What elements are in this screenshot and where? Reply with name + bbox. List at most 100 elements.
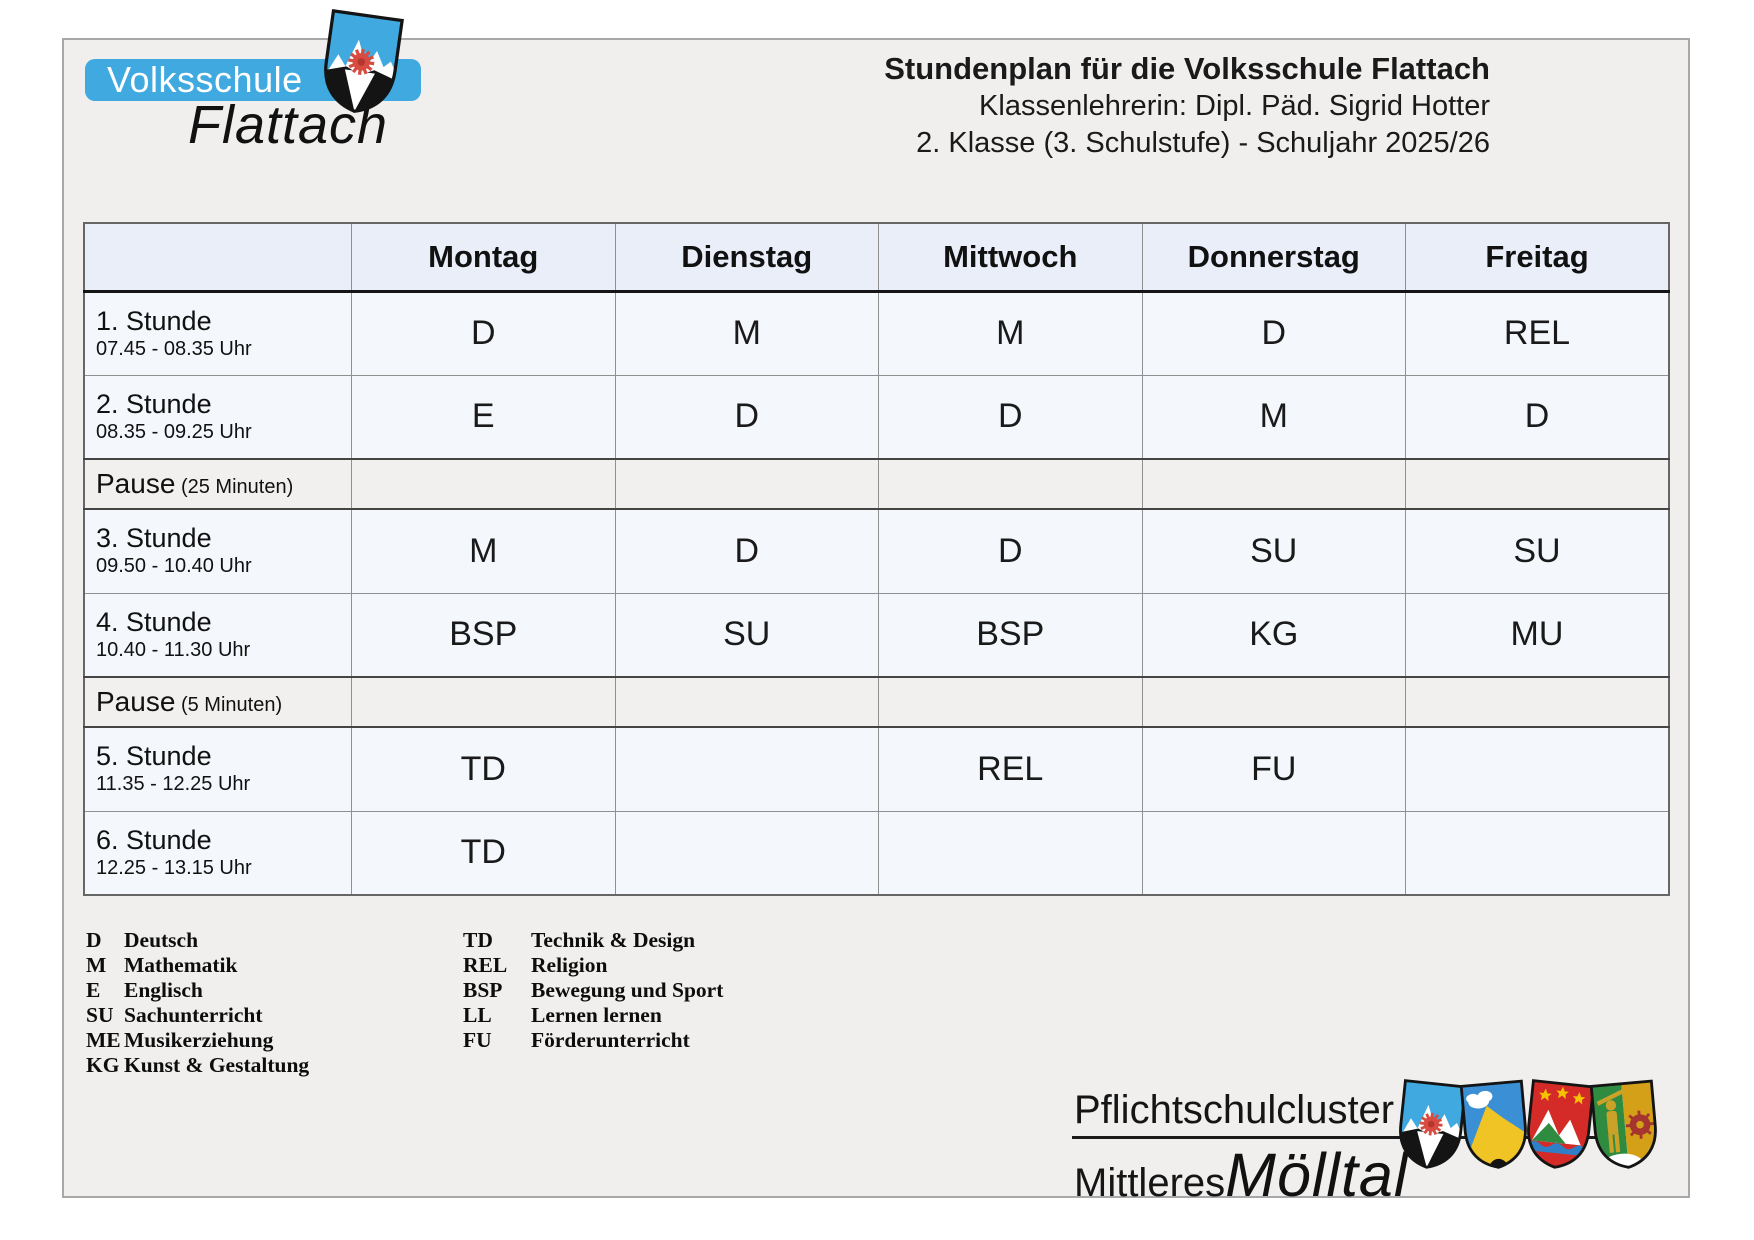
- day-header-mittwoch: Mittwoch: [878, 222, 1143, 293]
- pause-label-cell: Pause (25 Minuten): [83, 458, 352, 510]
- lesson-label-cell: 6. Stunde 12.25 - 13.15 Uhr: [83, 810, 352, 896]
- empty-cell: [614, 458, 879, 510]
- cluster-divider-line: [1072, 1136, 1644, 1139]
- subject-cell-su: SU: [614, 592, 879, 678]
- pause-row: Pause (25 Minuten): [83, 458, 1670, 510]
- flattach-crest-icon: [315, 7, 407, 121]
- subject-cell-td: TD: [351, 726, 616, 812]
- legend-abbr: D: [86, 928, 102, 952]
- lesson-label-cell: 2. Stunde 08.35 - 09.25 Uhr: [83, 374, 352, 460]
- empty-cell: [1141, 676, 1406, 728]
- class-info-line: 2. Klasse (3. Schulstufe) - Schuljahr 20…: [916, 127, 1490, 159]
- lesson-name: 2. Stunde: [96, 388, 212, 419]
- legend-abbr: BSP: [463, 978, 503, 1002]
- subject-cell-d: D: [614, 508, 879, 594]
- subject-cell-d: D: [878, 508, 1143, 594]
- subject-cell-m: M: [614, 290, 879, 376]
- cluster-name-moelltal: Mölltal: [1225, 1141, 1409, 1209]
- subject-cell-rel: REL: [878, 726, 1143, 812]
- title-block: Stundenplan für die Volksschule Flattach…: [884, 50, 1490, 162]
- pause-row: Pause (5 Minuten): [83, 676, 1670, 728]
- legend-item-m: M Mathematik: [86, 953, 309, 978]
- legend-abbr: E: [86, 978, 101, 1002]
- empty-cell: [1405, 676, 1670, 728]
- lesson-name: 1. Stunde: [96, 305, 212, 336]
- subject-cell-fu: FU: [1141, 726, 1406, 812]
- subject-cell-su: SU: [1405, 508, 1670, 594]
- teacher-line: Klassenlehrerin: Dipl. Päd. Sigrid Hotte…: [979, 90, 1490, 122]
- subject-cell-d: D: [614, 374, 879, 460]
- lesson-time: 08.35 - 09.25 Uhr: [96, 420, 252, 443]
- lesson-name: 5. Stunde: [96, 741, 212, 772]
- cluster-shield-2-icon: [1459, 1079, 1529, 1170]
- cluster-name-line1: Pflichtschulcluster: [1074, 1088, 1395, 1132]
- subject-cell-d: D: [351, 290, 616, 376]
- pause-name: Pause: [96, 468, 176, 499]
- lesson-time: 09.50 - 10.40 Uhr: [96, 555, 252, 578]
- subject-cell-rel: REL: [1405, 290, 1670, 376]
- subject-cell-d: D: [878, 374, 1143, 460]
- legend-label: Englisch: [124, 978, 203, 1002]
- lesson-row: 1. Stunde 07.45 - 08.35 Uhr D M M D REL: [83, 290, 1670, 376]
- lesson-label-cell: 1. Stunde 07.45 - 08.35 Uhr: [83, 290, 352, 376]
- legend-label: Musikerziehung: [124, 1028, 274, 1052]
- corner-cell: [83, 222, 352, 293]
- legend-abbr: REL: [463, 953, 508, 977]
- day-header-freitag: Freitag: [1405, 222, 1670, 293]
- lesson-time: 10.40 - 11.30 Uhr: [96, 638, 251, 661]
- legend-abbr: FU: [463, 1028, 492, 1052]
- day-header-montag: Montag: [351, 222, 616, 293]
- legend-abbr: M: [86, 953, 107, 977]
- legend-abbr: LL: [463, 1003, 492, 1027]
- lesson-time: 12.25 - 13.15 Uhr: [96, 856, 252, 879]
- empty-cell: [878, 458, 1143, 510]
- day-header-donnerstag: Donnerstag: [1141, 222, 1406, 293]
- cluster-shield-4-icon: [1589, 1079, 1659, 1170]
- legend-label: Technik & Design: [531, 928, 696, 952]
- legend-item-rel: REL Religion: [463, 953, 723, 978]
- subject-cell-d: D: [1141, 290, 1406, 376]
- day-header-dienstag: Dienstag: [614, 222, 879, 293]
- lesson-row: 4. Stunde 10.40 - 11.30 Uhr BSP SU BSP KG MU: [83, 592, 1670, 678]
- legend-abbr: SU: [86, 1003, 114, 1027]
- subject-cell-bsp: BSP: [351, 592, 616, 678]
- legend-label: Deutsch: [124, 928, 199, 952]
- lesson-row: 5. Stunde 11.35 - 12.25 Uhr TD REL FU: [83, 726, 1670, 812]
- legend-label: Mathematik: [124, 953, 238, 977]
- timetable: Montag Dienstag Mittwoch Donnerstag Freitag …: [83, 222, 1670, 896]
- pause-label-cell: Pause (5 Minuten): [83, 676, 352, 728]
- empty-cell: [614, 810, 879, 896]
- empty-cell: [1405, 810, 1670, 896]
- legend-item-d: D Deutsch: [86, 928, 309, 953]
- lesson-row: 3. Stunde 09.50 - 10.40 Uhr M D D SU SU: [83, 508, 1670, 594]
- lesson-time: 11.35 - 12.25 Uhr: [96, 773, 251, 796]
- legend-item-fu: FU Förderunterricht: [463, 1028, 723, 1053]
- empty-cell: [351, 676, 616, 728]
- cluster-name-mittleres: Mittleres: [1074, 1161, 1226, 1205]
- lesson-label-cell: 3. Stunde 09.50 - 10.40 Uhr: [83, 508, 352, 594]
- legend-left-column: D Deutsch M Mathematik E Englisch SU Sachunterr…: [86, 928, 309, 1078]
- subject-cell-su: SU: [1141, 508, 1406, 594]
- subject-cell-mu: MU: [1405, 592, 1670, 678]
- legend-label: Förderunterricht: [531, 1028, 690, 1052]
- legend-label: Kunst & Gestaltung: [124, 1053, 310, 1077]
- legend-abbr: KG: [86, 1053, 120, 1077]
- subject-cell-td: TD: [351, 810, 616, 896]
- legend-label: Religion: [531, 953, 608, 977]
- empty-cell: [1141, 458, 1406, 510]
- lesson-name: 4. Stunde: [96, 606, 212, 637]
- legend-item-ll: LL Lernen lernen: [463, 1003, 723, 1028]
- subject-cell-d: D: [1405, 374, 1670, 460]
- empty-cell: [1405, 458, 1670, 510]
- empty-cell: [1405, 726, 1670, 812]
- legend-item-kg: KG Kunst & Gestaltung: [86, 1053, 309, 1078]
- empty-cell: [1141, 810, 1406, 896]
- lesson-row: 6. Stunde 12.25 - 13.15 Uhr TD: [83, 810, 1670, 896]
- subject-cell-bsp: BSP: [878, 592, 1143, 678]
- empty-cell: [351, 458, 616, 510]
- lesson-time: 07.45 - 08.35 Uhr: [96, 337, 252, 360]
- legend-item-su: SU Sachunterricht: [86, 1003, 309, 1028]
- legend-item-me: ME Musikerziehung: [86, 1028, 309, 1053]
- subject-cell-kg: KG: [1141, 592, 1406, 678]
